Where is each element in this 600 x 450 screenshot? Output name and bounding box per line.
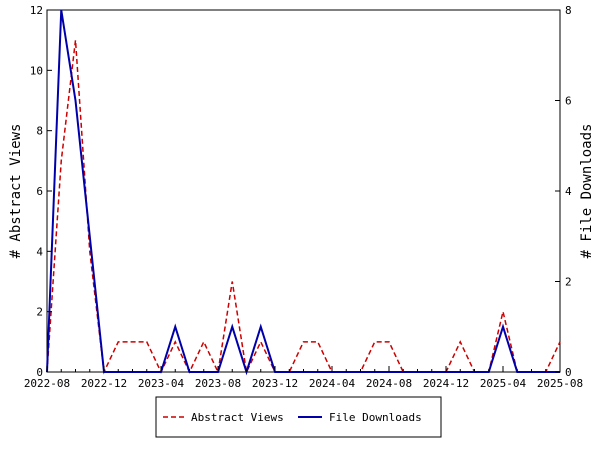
- x-tick-label: 2024-04: [309, 377, 356, 390]
- x-tick-label: 2025-04: [480, 377, 527, 390]
- left-y-tick-label: 2: [36, 306, 43, 319]
- right-y-tick-label: 8: [565, 4, 572, 17]
- legend-label: File Downloads: [329, 411, 422, 424]
- x-tick-label: 2023-08: [195, 377, 241, 390]
- left-y-tick-label: 12: [30, 4, 43, 17]
- legend: Abstract Views File Downloads: [155, 396, 442, 438]
- plot-frame: [46, 9, 561, 373]
- plot-area: [46, 9, 561, 373]
- axes-layer: 0 2 4 6 8 10 12 0 2 4 6 8 2022-08 2022-12 2023-04 2023-…: [24, 4, 583, 390]
- x-tick-label: 2022-12: [81, 377, 127, 390]
- left-y-tick-label: 0: [36, 366, 43, 379]
- right-y-tick-label: 4: [565, 185, 572, 198]
- x-tick-label: 2023-12: [252, 377, 298, 390]
- right-axis-title: # File Downloads: [579, 124, 595, 259]
- legend-label: Abstract Views: [191, 411, 284, 424]
- left-y-tick-label: 8: [36, 125, 43, 138]
- left-axis-title: # Abstract Views: [8, 124, 24, 259]
- right-y-tick-label: 0: [565, 366, 572, 379]
- x-tick-label: 2024-12: [423, 377, 469, 390]
- right-y-tick-label: 2: [565, 276, 572, 289]
- series-line-file-downloads: [46, 9, 560, 376]
- x-tick-label: 2023-04: [138, 377, 185, 390]
- left-y-tick-label: 10: [30, 64, 43, 77]
- x-tick-label: 2022-08: [24, 377, 70, 390]
- series-line-abstract-views: [46, 40, 561, 375]
- left-y-tick-label: 4: [36, 245, 43, 258]
- x-tick-label: 2025-08: [537, 377, 583, 390]
- x-tick-label: 2024-08: [366, 377, 412, 390]
- left-y-tick-label: 6: [36, 185, 43, 198]
- series-layer: [46, 9, 561, 376]
- right-y-tick-label: 6: [565, 95, 572, 108]
